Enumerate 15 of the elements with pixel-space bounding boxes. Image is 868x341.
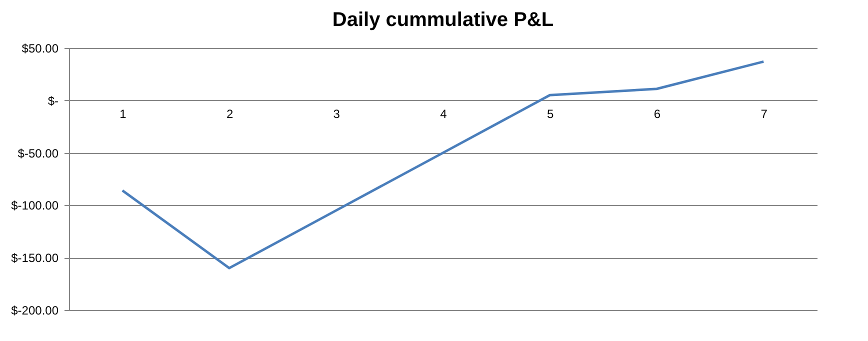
x-tick-label: 5: [547, 106, 554, 121]
y-tick-label: $50.00: [22, 42, 59, 56]
y-tick-label: $-150.00: [11, 251, 59, 266]
y-tick-label: $-: [48, 94, 58, 108]
chart-title: Daily cummulative P&L: [332, 9, 554, 31]
x-tick-label: 6: [654, 106, 661, 121]
y-tick-label: $-50.00: [18, 146, 59, 160]
x-tick-label: 1: [120, 106, 127, 121]
x-tick-label: 7: [760, 106, 768, 121]
x-tick-label: 3: [333, 106, 340, 121]
y-tick-label: $-200.00: [11, 304, 59, 318]
y-tick-label: $-100.00: [11, 198, 59, 213]
x-tick-label: 2: [226, 106, 234, 121]
line-series: [121, 60, 765, 270]
x-tick-label: 4: [440, 106, 448, 121]
